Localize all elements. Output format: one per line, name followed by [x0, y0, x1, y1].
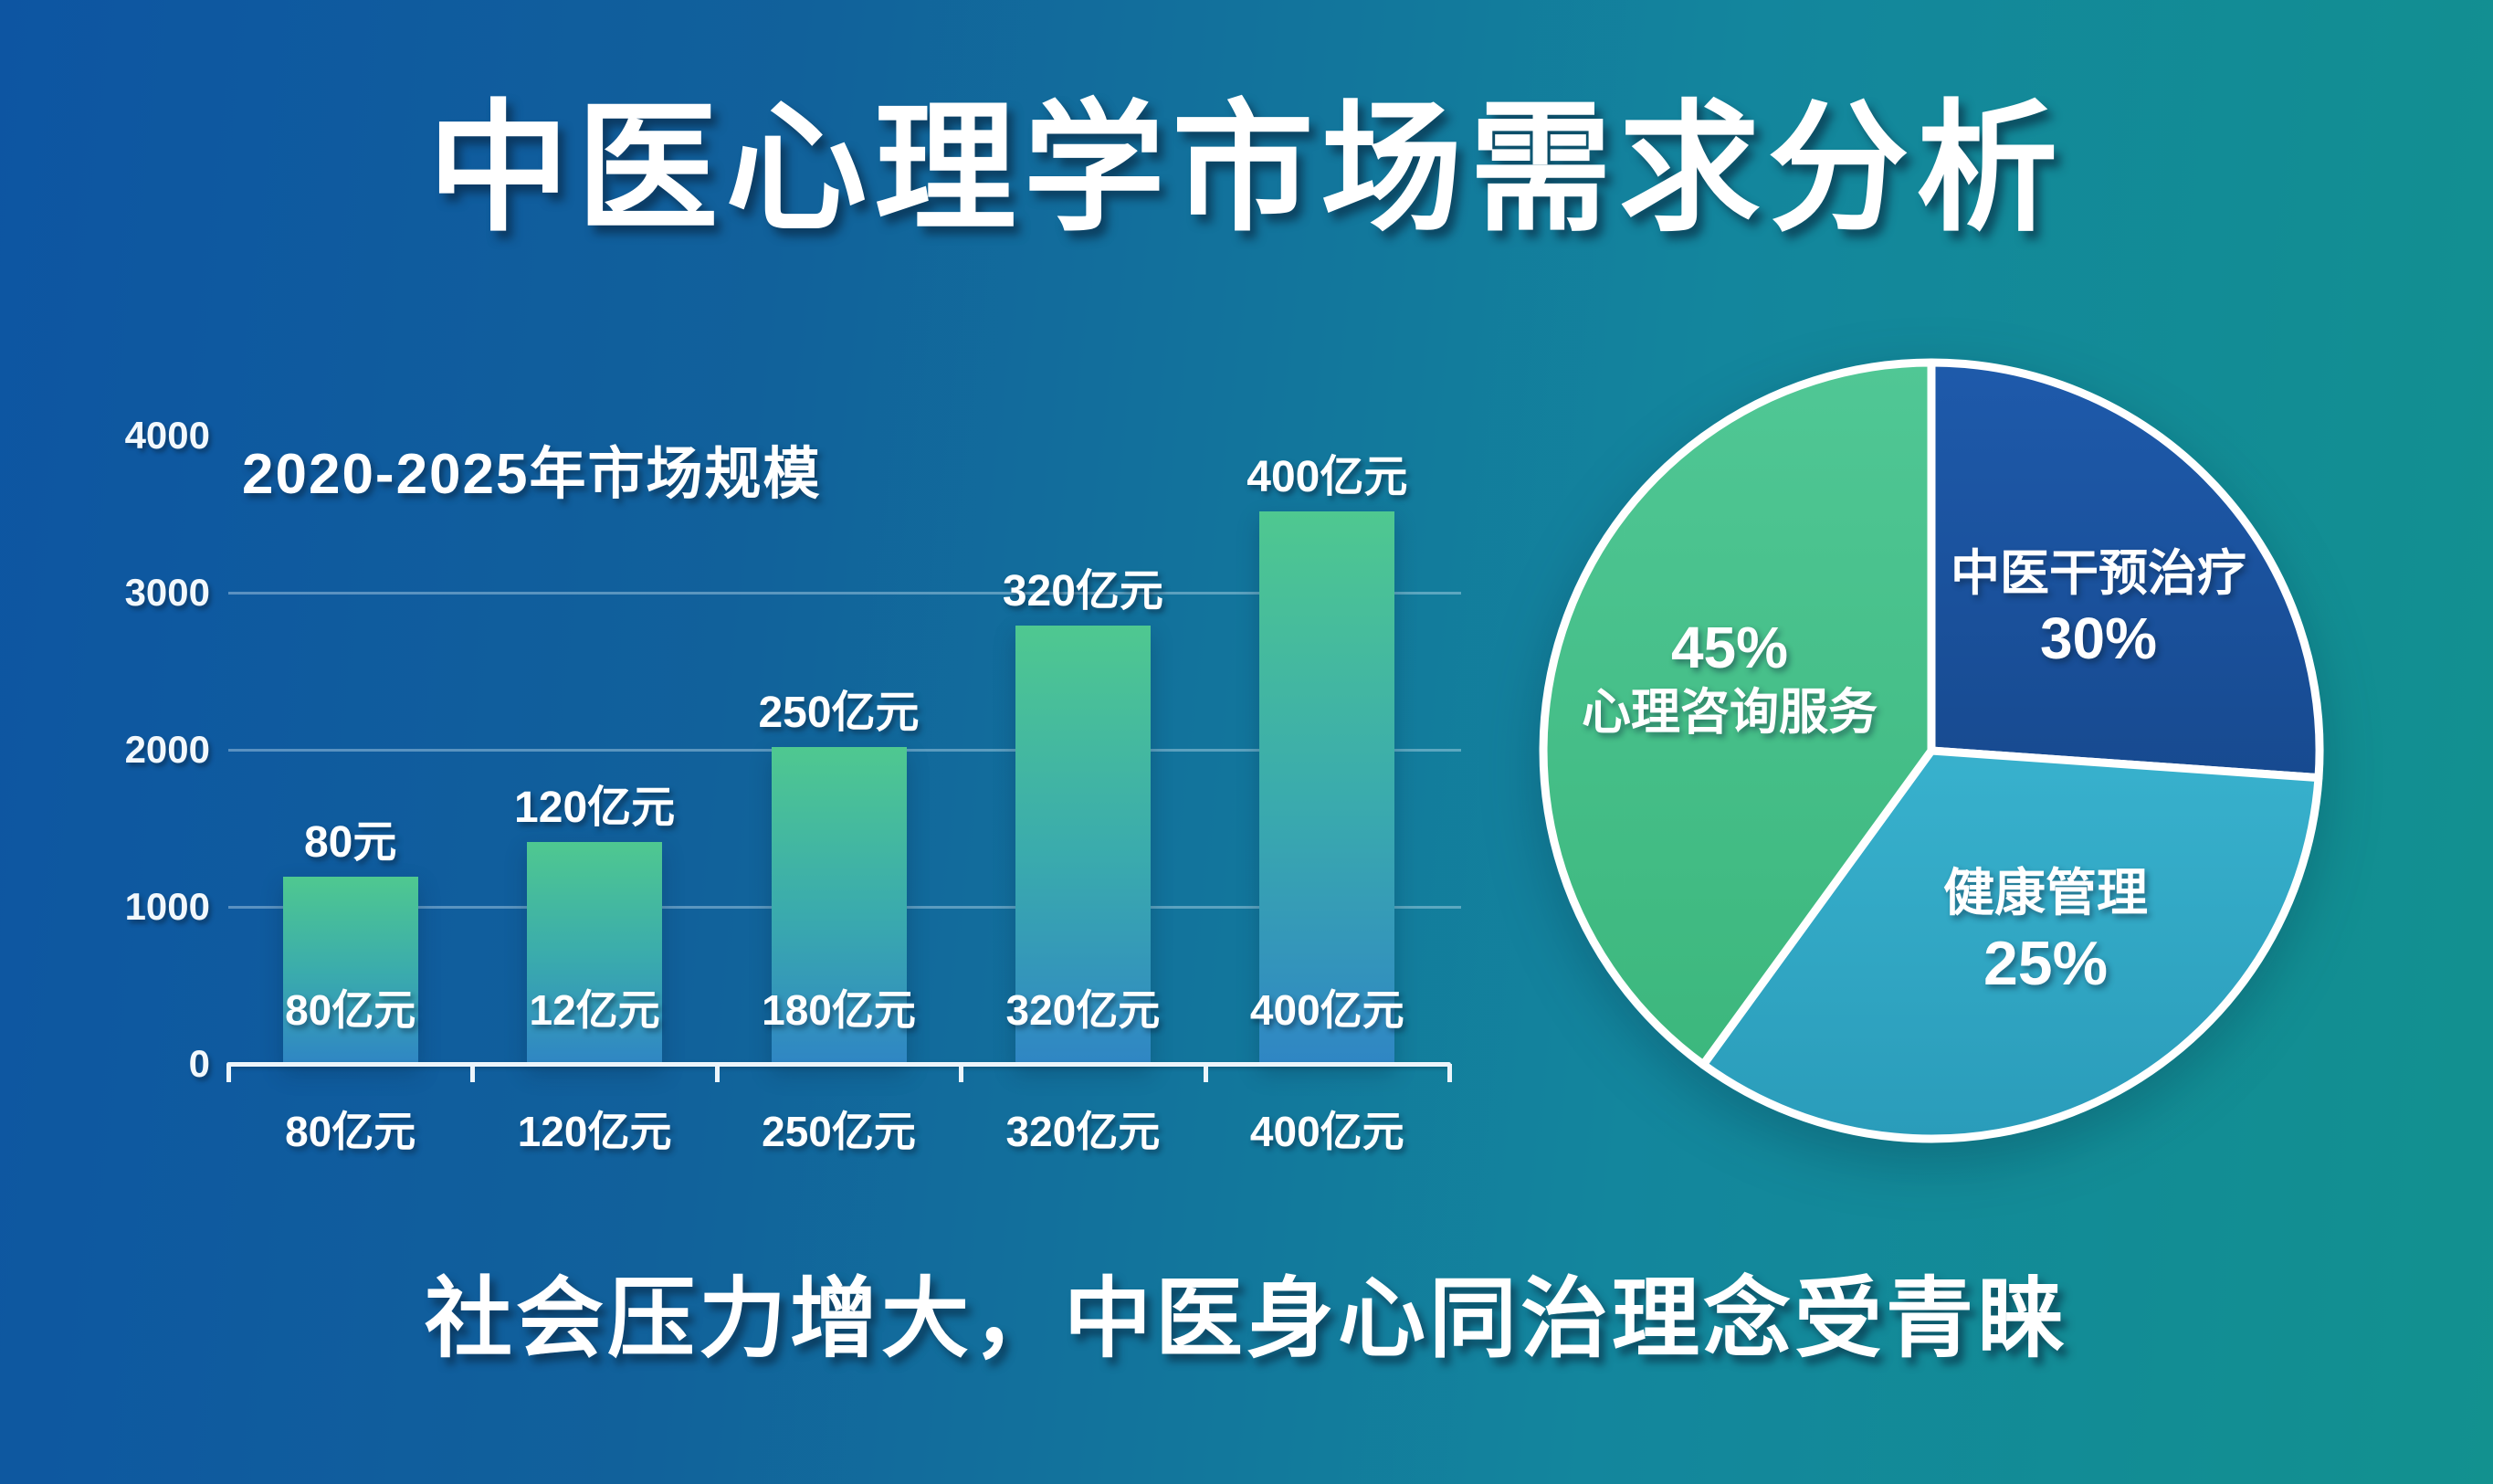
bar-inner-label-2: 12亿元 — [529, 986, 660, 1034]
y-tick-label-3000: 3000 — [124, 571, 210, 614]
x-tick-label-4: 320亿元 — [1005, 1108, 1161, 1155]
pie-slice-health-management — [1699, 746, 2323, 1143]
pie-pct-health-management: 25% — [1983, 929, 2109, 998]
pie-label-health-management: 健康管理 25% — [1943, 861, 2148, 1002]
x-axis-tick-2 — [714, 1064, 720, 1082]
pie-name-tcm-intervention: 中医干预治疗 — [1951, 546, 2246, 601]
bar-inner-label-5: 400亿元 — [1249, 986, 1404, 1034]
x-axis-tick-3 — [959, 1064, 964, 1082]
gridline-3000 — [228, 592, 1461, 595]
bar-inner-label-1: 80亿元 — [285, 986, 416, 1034]
bar-top-label-5: 400亿元 — [1246, 453, 1408, 501]
x-tick-label-3: 250亿元 — [762, 1108, 916, 1155]
x-axis-tick-4 — [1203, 1064, 1208, 1082]
y-tick-label-1000: 1000 — [124, 885, 210, 928]
bar-1 — [282, 877, 418, 1064]
bar-top-label-4: 320亿元 — [1002, 567, 1163, 616]
bar-top-label-2: 120亿元 — [514, 784, 676, 832]
bar-top-label-3: 250亿元 — [758, 689, 920, 737]
x-axis-tick-0 — [226, 1064, 231, 1082]
pie-label-counseling-services: 45% 心理咨询服务 — [1582, 613, 1878, 742]
y-tick-label-0: 0 — [188, 1042, 210, 1085]
bar-4 — [1015, 626, 1151, 1064]
tagline: 社会压力增大，中医身心同治理念受青睐 — [425, 1270, 2068, 1368]
x-tick-label-1: 80亿元 — [285, 1108, 416, 1155]
x-axis-line — [226, 1062, 1451, 1067]
x-axis-tick-5 — [1447, 1064, 1452, 1082]
pie-label-tcm-intervention: 中医干预治疗 30% — [1951, 543, 2246, 673]
pie-name-counseling-services: 心理咨询服务 — [1582, 685, 1878, 740]
y-tick-label-2000: 2000 — [124, 728, 210, 771]
pie-pct-counseling-services: 45% — [1670, 615, 1789, 680]
bar-chart-title: 2020-2025年市场规模 — [242, 443, 822, 506]
bar-5 — [1259, 511, 1395, 1064]
y-tick-label-4000: 4000 — [124, 414, 210, 457]
pie-svg — [1539, 358, 2324, 1143]
pie-slice-counseling-services — [1539, 358, 1936, 1069]
bar-3 — [771, 747, 907, 1064]
bar-inner-label-4: 320亿元 — [1005, 986, 1161, 1034]
x-tick-label-2: 120亿元 — [517, 1108, 672, 1155]
page-title: 中医心理学市场需求分析 — [427, 89, 2066, 247]
bar-top-label-1: 80元 — [303, 818, 397, 867]
x-tick-label-5: 400亿元 — [1249, 1108, 1404, 1155]
pie-name-health-management: 健康管理 — [1943, 864, 2148, 921]
pie-slice-tcm-intervention — [1927, 358, 2324, 783]
pie-pct-tcm-intervention: 30% — [2039, 605, 2158, 671]
x-axis-tick-1 — [470, 1064, 476, 1082]
bar-inner-label-3: 180亿元 — [762, 986, 916, 1034]
bar-2 — [527, 842, 663, 1064]
